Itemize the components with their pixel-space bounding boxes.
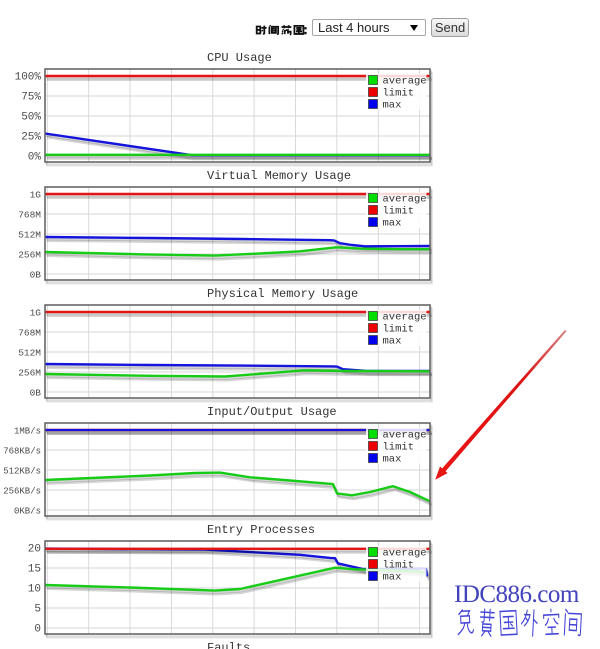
svg-text:Faults: Faults (207, 641, 250, 649)
svg-text:256M: 256M (18, 250, 41, 261)
svg-text:50%: 50% (21, 112, 41, 124)
svg-text:average: average (383, 430, 427, 442)
svg-text:1G: 1G (30, 190, 42, 201)
svg-text:average: average (383, 312, 427, 324)
svg-text:0KB/s: 0KB/s (14, 507, 41, 517)
svg-text:256KB/s: 256KB/s (3, 487, 41, 497)
svg-text:0B: 0B (30, 388, 42, 399)
svg-text:1G: 1G (30, 308, 42, 319)
svg-text:limit: limit (383, 206, 415, 218)
svg-text:0B: 0B (30, 270, 42, 281)
svg-text:0%: 0% (28, 152, 42, 164)
svg-text:768M: 768M (18, 210, 41, 221)
svg-text:1MB/s: 1MB/s (14, 427, 41, 437)
svg-text:average: average (383, 548, 427, 560)
svg-text:512M: 512M (18, 348, 41, 359)
svg-text:15: 15 (28, 564, 41, 576)
svg-text:limit: limit (383, 560, 415, 572)
svg-text:768KB/s: 768KB/s (3, 447, 41, 457)
svg-text:10: 10 (28, 584, 41, 596)
svg-text:Virtual Memory Usage: Virtual Memory Usage (207, 169, 351, 183)
svg-text:limit: limit (383, 442, 415, 454)
svg-text:average: average (383, 194, 427, 206)
svg-text:Input/Output Usage: Input/Output Usage (207, 405, 337, 419)
svg-text:max: max (383, 336, 402, 348)
svg-text:limit: limit (383, 324, 415, 336)
svg-text:max: max (383, 218, 402, 230)
svg-text:100%: 100% (15, 72, 42, 84)
svg-text:Entry Processes: Entry Processes (207, 523, 315, 537)
svg-text:max: max (383, 454, 402, 466)
svg-text:CPU Usage: CPU Usage (207, 51, 272, 65)
svg-text:25%: 25% (21, 132, 41, 144)
svg-text:Physical Memory Usage: Physical Memory Usage (207, 287, 358, 301)
svg-text:max: max (383, 100, 402, 112)
svg-text:768M: 768M (18, 328, 41, 339)
svg-text:20: 20 (28, 544, 41, 556)
svg-text:average: average (383, 76, 427, 88)
svg-text:75%: 75% (21, 92, 41, 104)
svg-text:256M: 256M (18, 368, 41, 379)
svg-text:0: 0 (34, 624, 41, 636)
svg-text:5: 5 (34, 604, 41, 616)
svg-text:limit: limit (383, 88, 415, 100)
svg-text:max: max (383, 572, 402, 584)
svg-text:512KB/s: 512KB/s (3, 467, 41, 477)
svg-text:512M: 512M (18, 230, 41, 241)
